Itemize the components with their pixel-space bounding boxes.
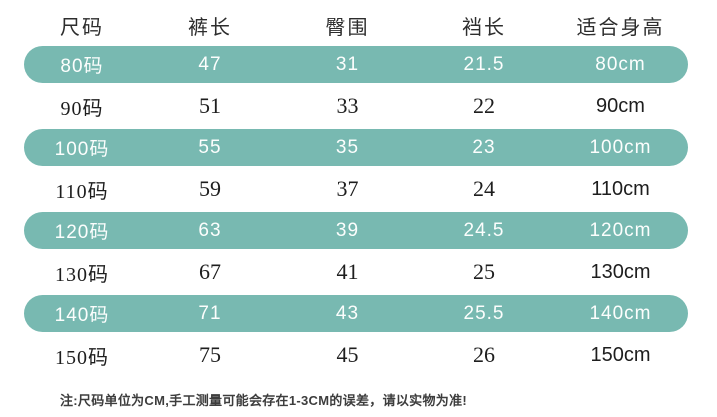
- hip-cell: 45: [336, 342, 359, 368]
- crotch-length-cell: 24.5: [463, 219, 505, 241]
- table-row-0: 80码 47 31 21.5 80cm: [24, 46, 688, 84]
- pants-length-cell: 59: [199, 176, 221, 202]
- table-row-5: 130码 67 41 25 130cm: [24, 254, 688, 291]
- pants-length-cell: 47: [198, 53, 222, 75]
- measurement-note: 注:尺码单位为CM,手工测量可能会存在1-3CM的误差，请以实物为准!: [60, 393, 467, 408]
- hip-cell: 35: [335, 136, 360, 158]
- fit-height-cell: 80cm: [595, 53, 646, 75]
- table-row-1: 90码 51 33 22 90cm: [24, 88, 688, 125]
- header-cell-fit-height: 适合身高: [576, 16, 665, 39]
- pants-length-cell: 75: [199, 342, 221, 368]
- header-cell-pants-length: 裤长: [188, 16, 232, 39]
- table-body: 80码 47 31 21.5 80cm 90码 51 33 22 90cm 100码 55 35 23 10…: [0, 44, 717, 376]
- crotch-length-cell: 21.5: [463, 53, 505, 75]
- pants-length-cell: 51: [199, 93, 221, 119]
- table-header-row: 尺码 裤长 臀围 裆长 适合身高: [24, 6, 688, 44]
- fit-height-cell: 100cm: [589, 136, 652, 158]
- hip-cell: 31: [335, 53, 360, 75]
- fit-height-cell: 110cm: [591, 177, 650, 200]
- table-row-slot: 80码 47 31 21.5 80cm: [0, 44, 717, 86]
- header-cell-crotch-length: 裆长: [462, 16, 506, 39]
- header-cell-hip: 臀围: [325, 16, 370, 39]
- table-row-2: 100码 55 35 23 100cm: [24, 129, 688, 167]
- crotch-length-cell: 25: [473, 259, 495, 285]
- fit-height-cell: 140cm: [589, 302, 652, 324]
- table-row-slot: 110码 59 37 24 110cm: [0, 169, 717, 211]
- pants-length-cell: 63: [198, 219, 222, 241]
- fit-height-cell: 130cm: [590, 260, 651, 283]
- size-cell: 120码: [54, 222, 110, 244]
- fit-height-cell: 120cm: [589, 219, 652, 241]
- hip-cell: 41: [336, 259, 359, 285]
- hip-cell: 33: [336, 93, 359, 119]
- crotch-length-cell: 26: [473, 342, 495, 368]
- table-row-slot: 90码 51 33 22 90cm: [0, 86, 717, 128]
- pants-length-cell: 67: [199, 259, 221, 285]
- table-row-slot: 100码 55 35 23 100cm: [0, 127, 717, 169]
- fit-height-cell: 150cm: [590, 343, 651, 366]
- size-cell: 80码: [60, 56, 104, 78]
- hip-cell: 37: [336, 176, 359, 202]
- table-row-slot: 120码 63 39 24.5 120cm: [0, 210, 717, 252]
- table-row-slot: 150码 75 45 26 150cm: [0, 335, 717, 377]
- hip-cell: 39: [335, 219, 360, 241]
- pants-length-cell: 55: [198, 136, 222, 158]
- table-row-3: 110码 59 37 24 110cm: [24, 171, 688, 208]
- table-row-7: 150码 75 45 26 150cm: [24, 337, 688, 374]
- crotch-length-cell: 24: [473, 176, 495, 202]
- size-cell: 140码: [54, 305, 110, 327]
- size-cell: 90码: [60, 97, 104, 120]
- table-row-slot: 130码 67 41 25 130cm: [0, 252, 717, 294]
- fit-height-cell: 90cm: [596, 94, 645, 117]
- size-cell: 150码: [55, 346, 109, 369]
- crotch-length-cell: 23: [472, 136, 496, 158]
- size-cell: 110码: [55, 180, 109, 203]
- hip-cell: 43: [335, 302, 360, 324]
- table-row-slot: 140码 71 43 25.5 140cm: [0, 293, 717, 335]
- table-row-6: 140码 71 43 25.5 140cm: [24, 295, 688, 333]
- pants-length-cell: 71: [198, 302, 222, 324]
- size-cell: 100码: [54, 139, 110, 161]
- crotch-length-cell: 22: [473, 93, 495, 119]
- size-cell: 130码: [55, 263, 109, 286]
- table-row-4: 120码 63 39 24.5 120cm: [24, 212, 688, 250]
- crotch-length-cell: 25.5: [463, 302, 505, 324]
- header-cell-size: 尺码: [60, 16, 104, 39]
